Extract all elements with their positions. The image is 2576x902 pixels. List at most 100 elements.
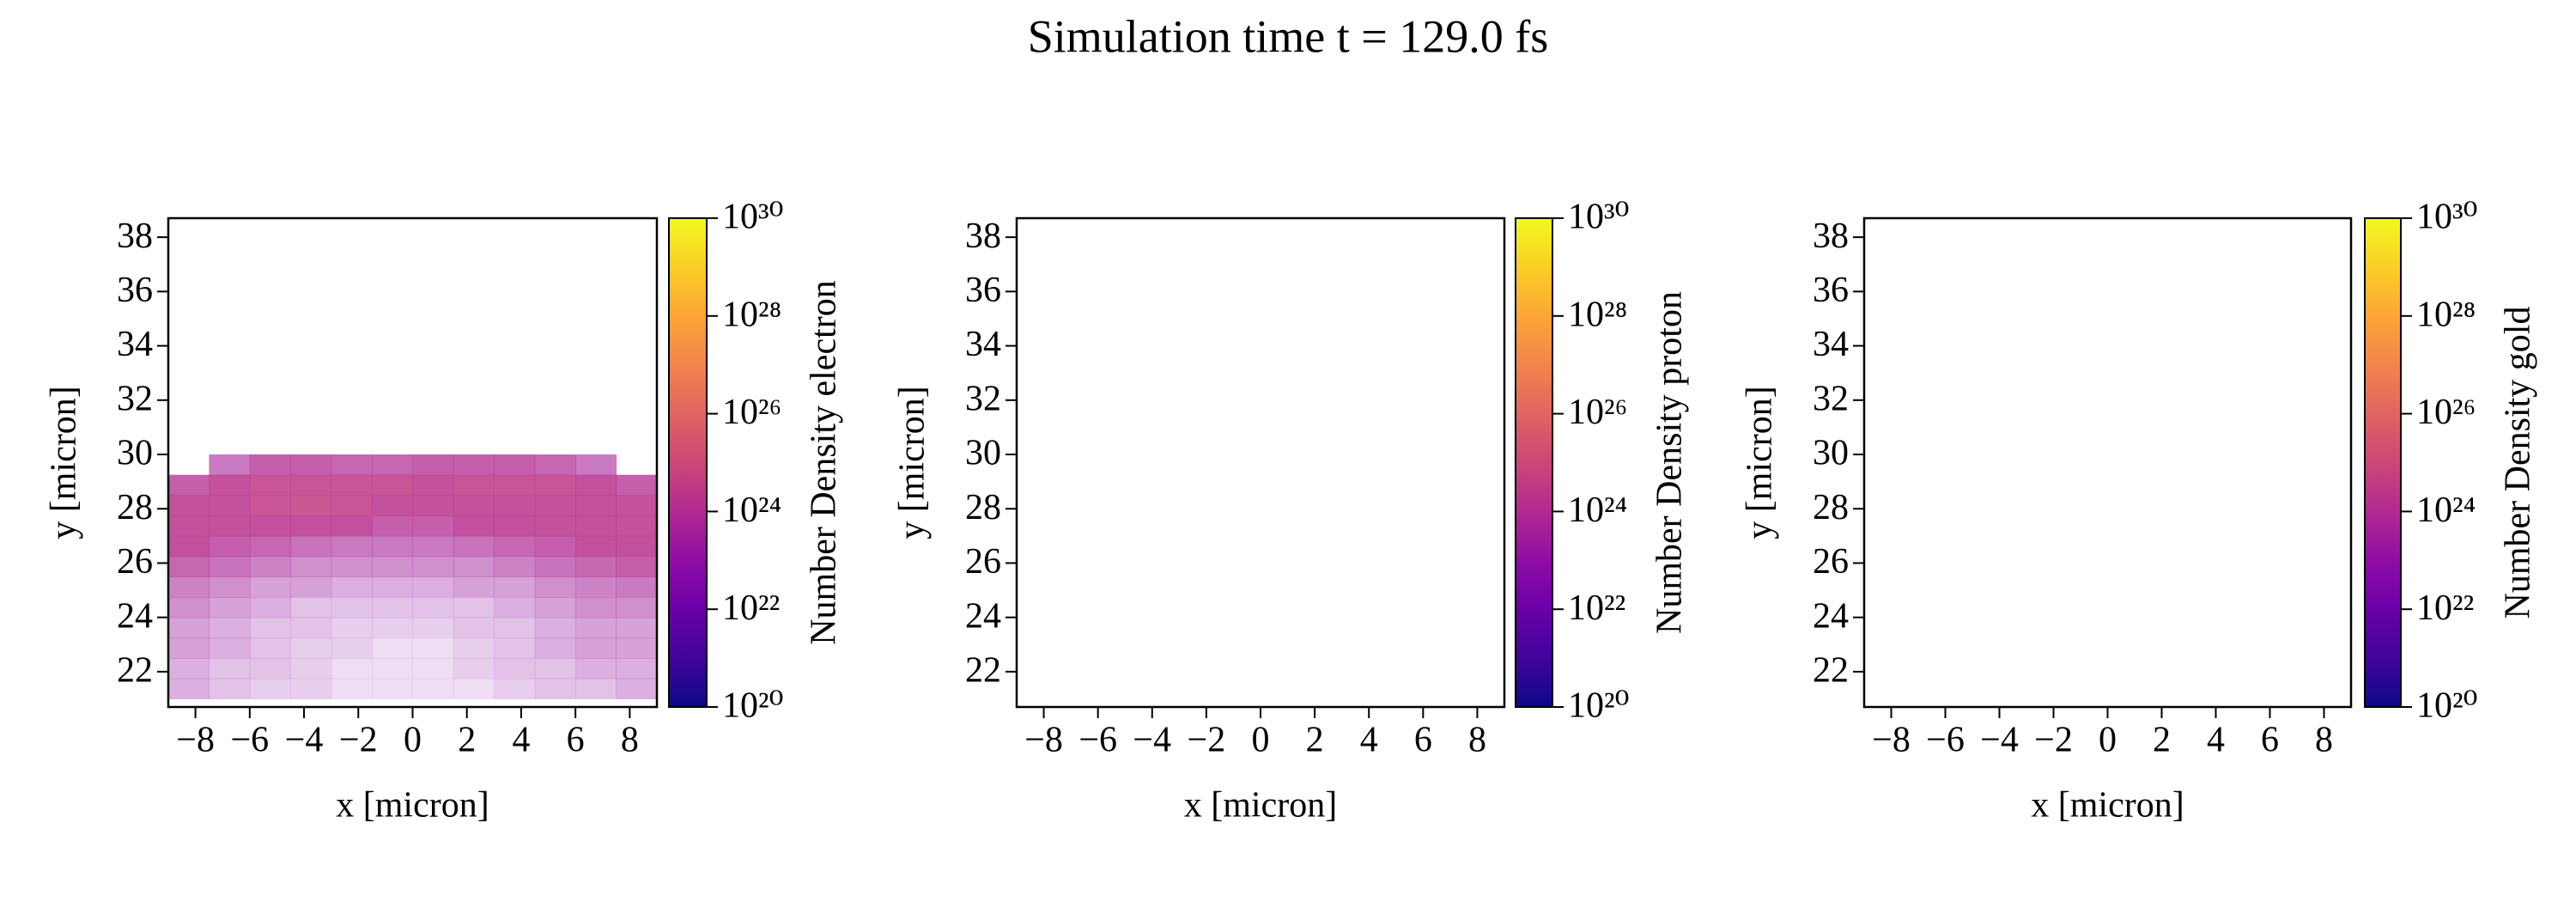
density-cell [209, 576, 251, 598]
density-cell [412, 658, 454, 680]
density-cell [412, 576, 454, 598]
density-cell [209, 556, 251, 577]
density-cell [290, 495, 332, 516]
colorbar-tick-label: 10²⁸ [722, 295, 781, 334]
density-cell [575, 678, 617, 700]
density-cell [372, 617, 413, 638]
x-tick-label: 4 [1360, 721, 1378, 760]
density-cell [534, 556, 576, 577]
density-cell [534, 474, 576, 496]
density-cell [616, 637, 658, 659]
density-cell [331, 556, 373, 577]
colorbar-label: Number Density gold [2499, 307, 2538, 619]
density-cell [575, 637, 617, 659]
axes-frame [1862, 216, 2353, 709]
density-cell [372, 454, 413, 476]
density-cell [494, 617, 536, 638]
density-cell [209, 495, 251, 516]
density-cell [249, 596, 291, 619]
y-tick-label: 24 [117, 596, 153, 636]
colorbar-tick-label: 10³⁰ [1568, 198, 1629, 237]
y-tick-label: 32 [965, 379, 1001, 418]
density-cell [575, 454, 617, 476]
x-tick-label: −8 [1024, 721, 1063, 760]
x-tick-label: −6 [1078, 721, 1117, 760]
x-tick-label: 8 [621, 721, 639, 760]
density-cell [290, 596, 332, 619]
density-cell [534, 617, 576, 638]
y-tick-label: 28 [117, 488, 153, 527]
density-cell [249, 535, 291, 558]
density-cell [453, 658, 495, 680]
density-cell [372, 678, 413, 700]
density-cell [453, 454, 495, 476]
colorbar-tick-label: 10³⁰ [2416, 198, 2477, 237]
density-cell [494, 678, 536, 700]
density-cell [616, 474, 658, 496]
y-axis-label: y [micron] [45, 386, 84, 539]
y-tick-label: 30 [117, 434, 153, 473]
density-cell [616, 556, 658, 577]
x-tick-label: 2 [1306, 721, 1324, 760]
density-cell [494, 535, 536, 558]
x-tick-label: −2 [1188, 721, 1226, 760]
colorbar-tick-label: 10²⁶ [722, 393, 781, 432]
density-cell [616, 495, 658, 516]
y-axis-label: y [micron] [893, 386, 933, 539]
y-tick-label: 22 [1813, 651, 1849, 691]
density-cell [616, 576, 658, 598]
colorbar [1515, 217, 1553, 708]
colorbar-tick-label: 10²⁸ [2416, 295, 2476, 334]
y-tick-label: 38 [965, 216, 1001, 256]
density-cell [453, 596, 495, 619]
density-cell [534, 515, 576, 537]
colorbar [2364, 217, 2402, 708]
y-tick-label: 38 [117, 216, 153, 256]
density-cell [534, 658, 576, 680]
density-cell [453, 495, 495, 516]
x-tick-label: 0 [404, 721, 422, 760]
x-tick-label: −8 [176, 721, 215, 760]
density-cell [616, 535, 658, 558]
x-tick-label: 8 [2315, 721, 2333, 760]
density-cell [412, 637, 454, 659]
density-cell [453, 637, 495, 659]
x-axis-label: x [micron] [336, 786, 489, 826]
density-cell [290, 454, 332, 476]
density-cell [575, 576, 617, 598]
density-cell [209, 617, 251, 638]
colorbar-tick-label: 10²⁴ [722, 491, 781, 530]
y-axis-label: y [micron] [1741, 386, 1780, 539]
density-cell [249, 617, 291, 638]
density-cell [534, 495, 576, 516]
density-cell [575, 596, 617, 619]
density-cell [453, 556, 495, 577]
density-cell [209, 454, 251, 476]
density-cell [453, 678, 495, 700]
x-tick-label: −4 [1980, 721, 2019, 760]
density-cell [290, 658, 332, 680]
density-cell [331, 535, 373, 558]
density-cell [168, 576, 210, 598]
density-cell [290, 576, 332, 598]
x-tick-label: −6 [1926, 721, 1965, 760]
density-cell [331, 474, 373, 496]
density-cell [412, 556, 454, 577]
density-cell [249, 474, 291, 496]
x-tick-label: −2 [2034, 721, 2073, 760]
density-cell [290, 515, 332, 537]
density-cell [616, 515, 658, 537]
x-tick-label: −8 [1872, 721, 1911, 760]
y-tick-label: 38 [1813, 216, 1849, 256]
colorbar-tick-label: 10²⁶ [1568, 393, 1627, 432]
x-tick-label: −4 [285, 721, 324, 760]
y-tick-label: 30 [965, 434, 1001, 473]
density-cell [372, 495, 413, 516]
density-cell [209, 678, 251, 700]
density-cell [372, 556, 413, 577]
density-cell [575, 617, 617, 638]
density-cell [249, 454, 291, 476]
density-cell [575, 515, 617, 537]
density-cell [249, 515, 291, 537]
